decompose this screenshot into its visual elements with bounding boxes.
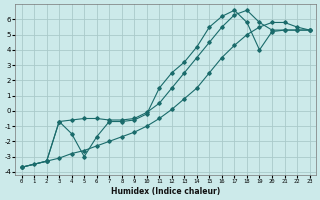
X-axis label: Humidex (Indice chaleur): Humidex (Indice chaleur) bbox=[111, 187, 220, 196]
